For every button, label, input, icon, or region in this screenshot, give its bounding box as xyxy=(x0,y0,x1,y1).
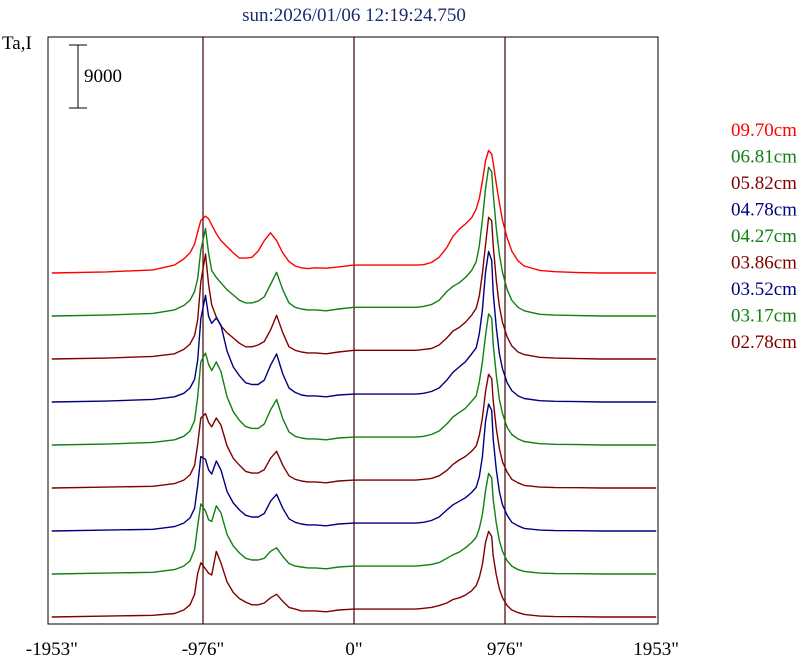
x-tick-label: 976" xyxy=(487,639,523,660)
series-line-04.27cm xyxy=(51,313,657,446)
x-tick-label: 1953" xyxy=(633,639,679,660)
series-line-03.52cm xyxy=(51,403,657,532)
series-line-02.78cm xyxy=(51,530,657,618)
legend-entry: 02.78cm xyxy=(731,332,797,353)
plot-frame xyxy=(47,36,659,625)
legend-entry: 04.78cm xyxy=(731,200,797,221)
legend-entry: 03.17cm xyxy=(731,306,797,327)
legend-entry: 06.81cm xyxy=(731,147,797,168)
legend-entry: 09.70cm xyxy=(731,120,797,141)
x-tick-label: 0" xyxy=(345,639,362,660)
series-line-04.78cm xyxy=(51,250,657,403)
x-tick-label: -1953" xyxy=(26,639,78,660)
series-line-05.82cm xyxy=(51,216,657,360)
series-line-06.81cm xyxy=(51,166,657,317)
legend-entry: 04.27cm xyxy=(731,226,797,247)
legend-entry: 05.82cm xyxy=(731,173,797,194)
scale-bar-label: 9000 xyxy=(84,66,122,87)
series-line-03.17cm xyxy=(51,472,657,575)
scale-bar: 9000 xyxy=(69,44,122,109)
legend-entry: 03.52cm xyxy=(731,279,797,300)
y-axis-label: Ta,I xyxy=(2,33,32,54)
series-line-03.86cm xyxy=(51,373,657,489)
chart-title: sun:2026/01/06 12:19:24.750 xyxy=(242,5,466,26)
x-tick-label: -976" xyxy=(182,639,225,660)
legend-entry: 03.86cm xyxy=(731,253,797,274)
series-line-09.70cm xyxy=(51,149,657,274)
